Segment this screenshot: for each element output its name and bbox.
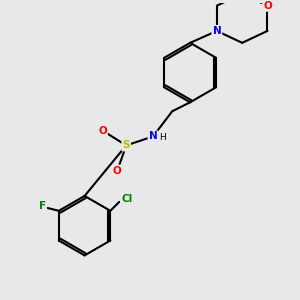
Text: F: F xyxy=(39,201,46,211)
Text: H: H xyxy=(159,134,166,142)
Text: O: O xyxy=(113,166,122,176)
Text: O: O xyxy=(263,1,272,11)
Text: O: O xyxy=(98,125,107,136)
Text: S: S xyxy=(122,140,130,150)
Text: N: N xyxy=(148,131,157,142)
Text: Cl: Cl xyxy=(121,194,132,204)
Text: N: N xyxy=(212,26,221,36)
